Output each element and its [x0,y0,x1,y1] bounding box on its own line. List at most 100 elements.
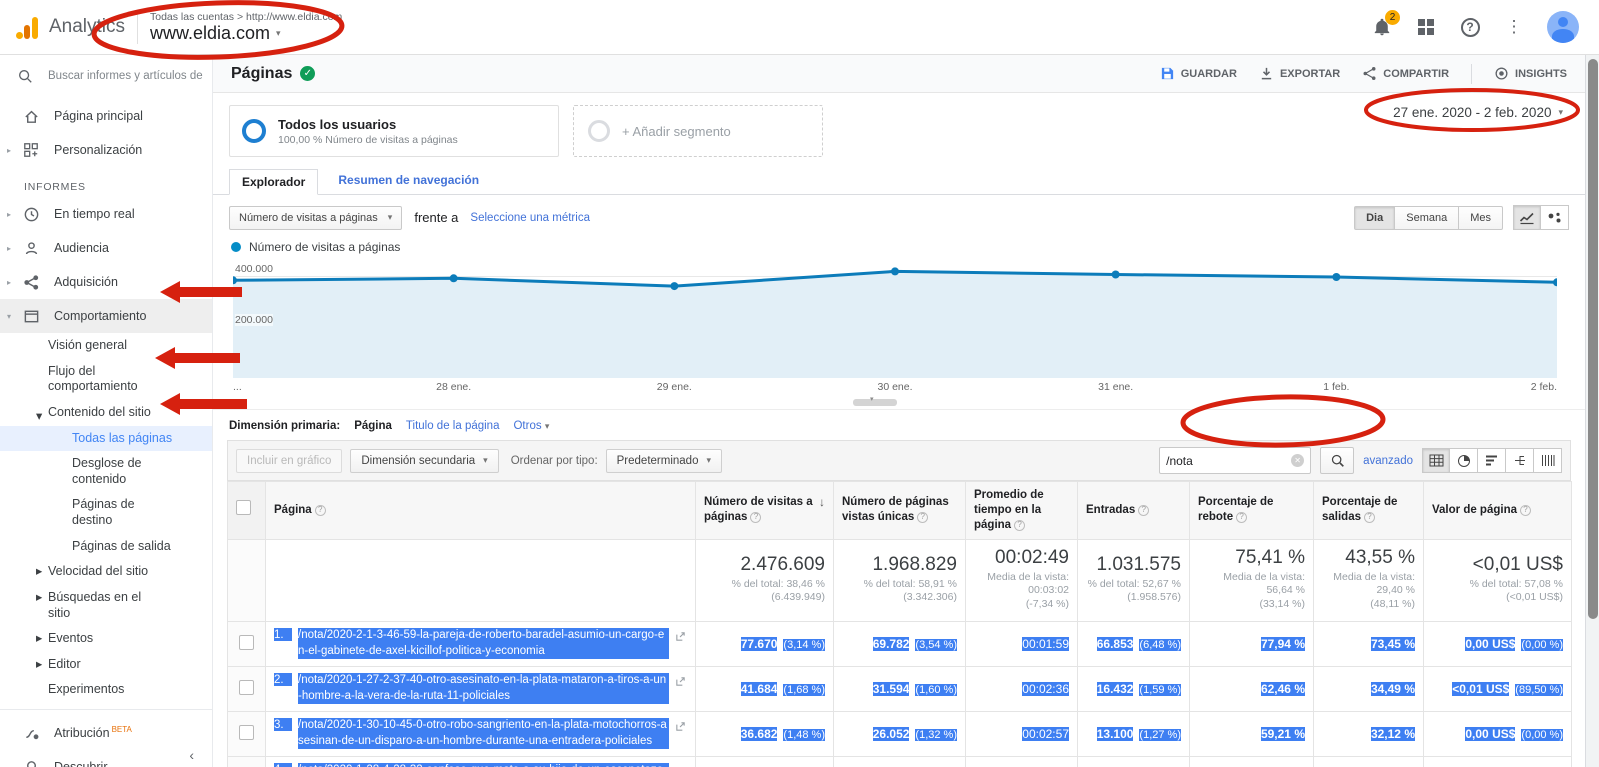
view-table-button[interactable] [1422,448,1450,473]
open-external-icon[interactable] [675,673,687,690]
column-header-page-value[interactable]: Valor de página? [1423,481,1572,540]
overflow-menu-button[interactable]: ⋮ [1503,16,1525,38]
export-button[interactable]: EXPORTAR [1259,66,1340,81]
analytics-logo[interactable]: Analytics [0,14,125,40]
column-header-unique-pageviews[interactable]: Número de páginas vistas únicas? [833,481,966,540]
vertical-scrollbar[interactable] [1585,55,1599,767]
clear-search-icon[interactable]: ✕ [1291,454,1305,467]
sidebar-item-realtime[interactable]: ▸ En tiempo real [7,207,135,221]
sidebar-item-behavior-flow[interactable]: Flujo del comportamiento [48,363,138,394]
granularity-month-button[interactable]: Mes [1459,205,1503,230]
table-search-input[interactable]: /nota ✕ [1159,447,1312,474]
sidebar-item-site-search[interactable]: ▸ Búsquedas en el sitio [36,589,142,620]
dimension-page[interactable]: Página [354,420,392,432]
sidebar-item-discover[interactable]: Descubrir [0,750,212,767]
x-axis-tick-label: 29 ene. [656,381,692,393]
tab-explorer[interactable]: Explorador [229,169,319,195]
column-header-pageviews[interactable]: ↓ Número de visitas a páginas? [695,481,834,540]
beta-badge: BETA [111,725,132,735]
open-external-icon[interactable] [675,763,687,767]
column-header-exit-rate[interactable]: Porcentaje de salidas? [1313,481,1424,540]
line-chart-icon [1519,212,1534,224]
metric-dropdown[interactable]: Número de visitas a páginas ▾ [229,205,403,230]
timeseries-chart[interactable]: 200.000 400.000 [233,260,1557,378]
add-segment-button[interactable]: + Añadir segmento [573,105,823,157]
help-icon: ? [1236,512,1248,524]
motion-chart-toggle[interactable] [1541,205,1569,230]
advanced-search-link[interactable]: avanzado [1363,454,1413,467]
view-performance-button[interactable] [1478,448,1506,473]
page-title: Páginas [231,64,293,82]
save-button[interactable]: GUARDAR [1160,66,1237,81]
sidebar-item-publisher[interactable]: ▸ Editor [36,656,81,671]
insights-button[interactable]: INSIGHTS [1494,66,1567,81]
sidebar-item-landing-pages[interactable]: Páginas de destino [72,497,135,527]
bubble-chart-icon [1548,212,1560,222]
help-button[interactable]: ? [1459,16,1481,38]
account-selector[interactable]: www.eldia.com ▾ [150,22,281,43]
open-external-icon[interactable] [675,718,687,735]
table-search-button[interactable] [1320,447,1355,474]
line-chart-toggle[interactable] [1513,205,1541,230]
column-header-page[interactable]: Página? [265,481,696,540]
scrollbar-thumb[interactable] [1588,59,1598,619]
column-header-entrances[interactable]: Entradas? [1077,481,1190,540]
sidebar-item-audience[interactable]: ▸ Audiencia [7,239,109,257]
dimension-others-dropdown[interactable]: Otros ▾ [513,420,550,432]
page-url-link[interactable]: /nota/2020-1-30-10-45-0-otro-robo-sangri… [298,718,669,750]
granularity-week-button[interactable]: Semana [1395,205,1460,230]
sidebar-item-site-speed[interactable]: ▸ Velocidad del sitio [36,564,149,579]
share-button[interactable]: COMPARTIR [1362,66,1449,81]
help-icon: ? [750,512,762,524]
chevron-right-icon: ▸ [36,564,43,579]
segment-all-users[interactable]: Todos los usuarios 100,00 % Número de vi… [229,105,559,157]
page-url-link[interactable]: /nota/2020-1-28-4-28-32-confeso-que-mato… [298,763,669,767]
sidebar-item-overview[interactable]: Visión general [48,338,127,352]
page-url-link[interactable]: /nota/2020-1-27-2-37-40-otro-asesinato-e… [298,673,669,705]
sidebar-collapse-button[interactable]: ‹ [189,747,194,763]
sidebar-item-events[interactable]: ▸ Eventos [36,631,94,646]
sidebar-item-home[interactable]: Página principal [0,99,212,133]
dimension-page-title-link[interactable]: Titulo de la página [405,420,500,432]
sidebar-search[interactable]: Buscar informes y artículos de [0,55,212,99]
apps-grid-button[interactable] [1415,16,1437,38]
metric-entrances: 13.100 (1,27 %) [1077,710,1190,757]
plot-rows-button[interactable]: Incluir en gráfico [236,448,343,473]
tab-navigation-summary[interactable]: Resumen de navegación [338,173,480,187]
select-metric-link[interactable]: Seleccione una métrica [470,211,590,224]
sidebar-item-customization[interactable]: ▸ Personalización [7,143,143,157]
open-external-icon[interactable] [675,628,687,645]
sidebar-item-attribution[interactable]: Atribución BETA [0,716,212,750]
view-pivot-button[interactable] [1534,448,1562,473]
sidebar-item-exit-pages[interactable]: Páginas de salida [72,538,171,553]
column-header-bounce-rate[interactable]: Porcentaje de rebote? [1189,481,1314,540]
row-checkbox[interactable] [239,724,254,740]
column-header-avg-time[interactable]: Promedio de tiempo en la página? [965,481,1078,540]
sidebar-item-all-pages[interactable]: Todas las páginas [0,425,212,452]
metric-exit-rate: 34,49 % [1313,665,1424,712]
row-checkbox[interactable] [239,679,254,695]
date-range-selector[interactable]: 27 ene. 2020 - 2 feb. 2020 ▾ [1393,105,1563,120]
help-icon: ? [1138,504,1150,516]
scrubber-handle[interactable] [853,399,897,406]
sort-type-dropdown[interactable]: Predeterminado ▾ [605,448,722,473]
view-comparison-button[interactable] [1506,448,1534,473]
view-percentage-button[interactable] [1450,448,1478,473]
user-avatar[interactable] [1547,11,1579,43]
sidebar-item-acquisition[interactable]: ▸ Adquisición [7,274,118,290]
sidebar-item-site-content[interactable]: ▾ Contenido del sitio [36,404,151,423]
chevron-down-icon: ▾ [7,311,12,321]
pie-chart-icon [1457,454,1470,467]
select-all-checkbox[interactable] [236,500,251,516]
sidebar-item-content-drilldown[interactable]: Desglose de contenido [72,456,142,486]
granularity-day-button[interactable]: Dia [1354,205,1396,230]
person-icon [22,239,40,257]
row-checkbox[interactable] [239,634,254,650]
page-url-link[interactable]: /nota/2020-2-1-3-46-59-la-pareja-de-robe… [298,628,669,660]
chevron-down-icon: ▾ [706,455,711,465]
notifications-button[interactable]: 2 [1371,10,1400,38]
help-icon: ? [1520,504,1531,516]
sidebar-item-experiments[interactable]: Experimentos [48,682,125,697]
sidebar-item-behavior[interactable]: ▾ Comportamiento [0,299,212,333]
secondary-dimension-dropdown[interactable]: Dimensión secundaria ▾ [350,448,499,473]
